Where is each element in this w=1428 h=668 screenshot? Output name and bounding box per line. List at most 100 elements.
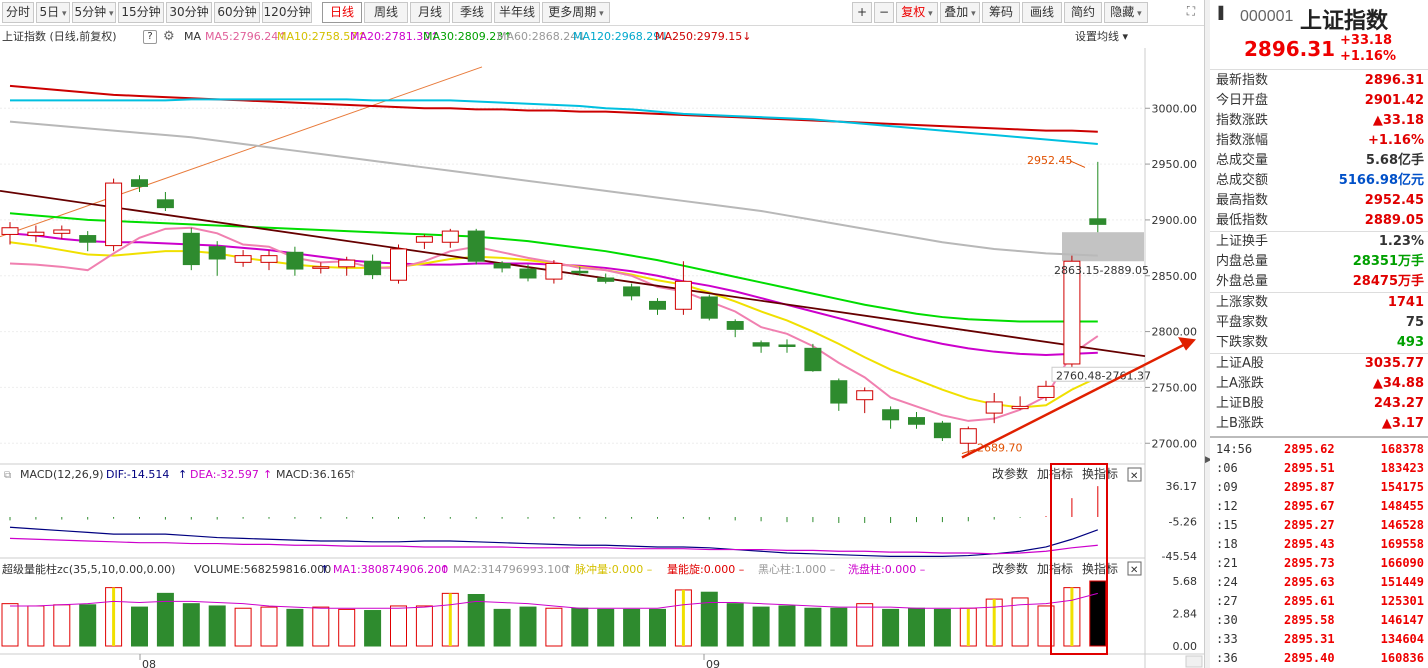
candle <box>804 343 822 372</box>
toolbar-btn-4[interactable]: 筹码 <box>982 2 1020 23</box>
toolbar-btn-6[interactable]: 简约 <box>1064 2 1102 23</box>
volume-bar <box>286 608 304 647</box>
vol-value: VOLUME:568259816.000 <box>194 563 331 576</box>
candle-body <box>131 179 148 187</box>
toolbar-btn-7[interactable]: 隐藏 ▾ <box>1104 2 1148 23</box>
candle-body <box>208 246 226 260</box>
ma-legend-item: MA30:2809.23↑ <box>423 30 513 43</box>
tab-label: 15分钟 <box>121 5 161 19</box>
vol-ma1-arrow: ↑ <box>440 563 449 576</box>
vol-btn-0[interactable]: 改参数 <box>992 561 1028 576</box>
tick-t: :09 <box>1216 480 1238 494</box>
toolbar: 分时 5日 ▾ 5分钟 ▾ 15分钟 30分钟 60分钟 120分钟 日线 周线 月线 季线 半年线更… <box>0 0 1204 26</box>
toolbar-btn-label: 画线 <box>1029 5 1054 19</box>
toolbar-btn-2[interactable]: 复权 ▾ <box>896 2 938 23</box>
quote-panel: ▐ 000001 上证指数 2896.31 +33.18 +1.16% 最新指数… <box>1210 0 1428 668</box>
macd-btn-0[interactable]: 改参数 <box>992 466 1028 481</box>
volume-bar-group <box>700 591 718 647</box>
highlight-box <box>1050 463 1108 655</box>
macd-axis-label: 36.17 <box>1166 480 1198 493</box>
stat-row: 总成交量 5.68亿手 <box>1216 151 1424 171</box>
stat-label: 指数涨跌 <box>1216 113 1269 128</box>
price-tick-label: 2700.00 <box>1152 437 1198 450</box>
tab-label: 60分钟 <box>217 5 257 19</box>
vol-ma2: MA2:314796993.100 <box>453 563 568 576</box>
back-icon[interactable]: ▐ <box>1214 6 1224 20</box>
tick-t: :36 <box>1216 651 1238 665</box>
candle <box>390 244 407 284</box>
volume-bar <box>571 607 589 647</box>
tick-q: 166090 <box>1380 556 1424 570</box>
collapse-icon[interactable]: ▶ <box>1205 455 1212 465</box>
toolbar-btn-label: − <box>878 5 890 19</box>
candle-body <box>519 268 537 279</box>
toolbar-btn-3[interactable]: 叠加 ▾ <box>940 2 980 23</box>
tab-10[interactable]: 季线 <box>452 2 492 23</box>
candle-body <box>27 231 45 237</box>
volume-bar-group <box>312 606 330 647</box>
volume-bar <box>390 605 407 647</box>
tab-5[interactable]: 60分钟 <box>214 2 260 23</box>
candle <box>985 393 1003 424</box>
candle <box>700 294 718 321</box>
chevron-down-icon: ▾ <box>596 9 604 19</box>
tab-12[interactable]: 更多周期 ▾ <box>542 2 610 23</box>
gear-icon[interactable]: ⚙ <box>163 29 175 44</box>
tab-8[interactable]: 周线 <box>364 2 408 23</box>
candle <box>208 241 226 276</box>
vol-ma1: MA1:380874906.200 <box>333 563 448 576</box>
tab-9[interactable]: 月线 <box>410 2 450 23</box>
high-annotation: 2952.45 <box>1027 154 1073 167</box>
kline-chart[interactable]: 3000.00 2950.00 2900.00 2850.00 2800.00 2750.… <box>0 48 1204 668</box>
stat-label: 最高指数 <box>1216 193 1269 208</box>
macd-btn-2[interactable]: 换指标 <box>1082 466 1118 481</box>
tab-4[interactable]: 30分钟 <box>166 2 212 23</box>
vol-extra: 量能旋:0.000 – <box>667 562 744 576</box>
candle-body <box>674 280 692 310</box>
candle <box>234 250 252 267</box>
tab-7[interactable]: 日线 <box>322 2 362 23</box>
close-icon <box>1127 467 1142 482</box>
vol-extra: 脉冲量:0.000 – <box>575 562 652 576</box>
volume-bar-group <box>493 608 511 647</box>
tick-p: 2895.87 <box>1284 480 1335 494</box>
tick-q: 160836 <box>1380 651 1424 665</box>
candle-body <box>778 344 796 347</box>
candle <box>338 256 356 276</box>
ma-settings-button[interactable]: 设置均线 ▾ <box>1075 30 1129 43</box>
volume-bar <box>778 605 796 647</box>
candle <box>1011 396 1029 410</box>
tab-3[interactable]: 15分钟 <box>118 2 164 23</box>
volume-bar <box>131 606 148 647</box>
candle-body <box>752 342 770 347</box>
volume-bar-group <box>1011 597 1029 647</box>
stat-value: ▲3.17 <box>1381 416 1424 431</box>
tab-6[interactable]: 120分钟 <box>262 2 312 23</box>
quote-header: ▐ 000001 上证指数 2896.31 +33.18 +1.16% <box>1210 0 1428 70</box>
vol-axis-label: 5.68 <box>1173 575 1198 588</box>
fullscreen-icon[interactable]: ⛶ <box>1181 2 1201 23</box>
volume-bar <box>312 606 330 647</box>
help-icon[interactable]: ? <box>143 30 157 44</box>
stat-value: ▲34.88 <box>1372 376 1424 391</box>
vol-btn-2[interactable]: 换指标 <box>1082 561 1118 576</box>
toolbar-btn-1[interactable]: − <box>874 2 894 23</box>
panel-splitter[interactable]: ▶ <box>1204 0 1212 668</box>
chevron-down-icon: ▾ <box>925 9 933 19</box>
tab-2[interactable]: 5分钟 ▾ <box>72 2 116 23</box>
stat-row: 下跌家数 493 <box>1216 333 1424 353</box>
stat-row: 外盘总量 28475万手 <box>1216 272 1424 292</box>
volume-bar <box>623 608 641 647</box>
tab-1[interactable]: 5日 ▾ <box>36 2 70 23</box>
candle <box>467 228 485 265</box>
stat-row: 指数涨幅 +1.16% <box>1216 131 1424 151</box>
vol-btn-1[interactable]: 加指标 <box>1037 561 1073 576</box>
toolbar-btn-0[interactable]: + <box>852 2 872 23</box>
tab-0[interactable]: 分时 <box>2 2 34 23</box>
toolbar-btn-5[interactable]: 画线 <box>1022 2 1062 23</box>
macd-btn-1[interactable]: 加指标 <box>1037 466 1073 481</box>
volume-bar-group <box>1063 587 1081 647</box>
candle-body <box>156 199 174 209</box>
stat-label: 最低指数 <box>1216 213 1269 228</box>
tab-11[interactable]: 半年线 <box>494 2 540 23</box>
